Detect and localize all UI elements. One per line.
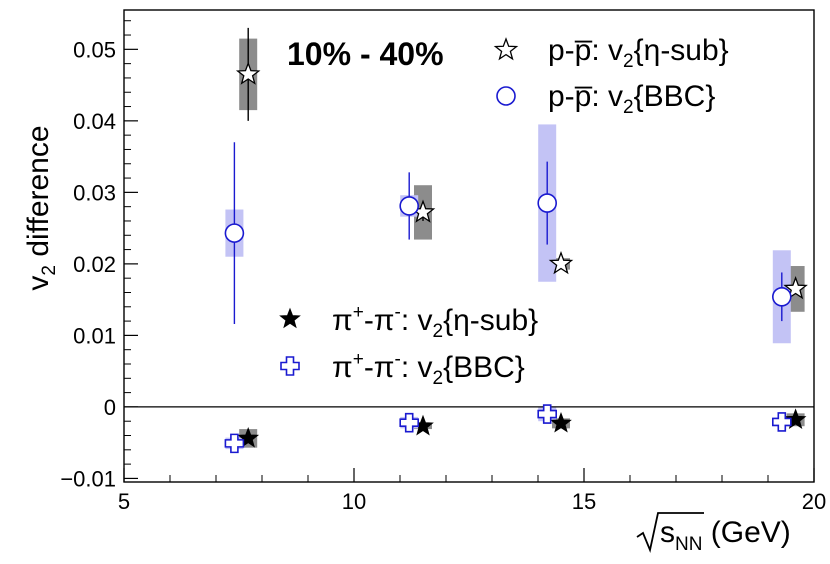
legend-label-sup: -	[395, 302, 401, 323]
legend-marker-open-star	[493, 37, 519, 61]
x-axis-title-sqrt-sign	[636, 512, 704, 554]
centrality-annotation: 10% - 40%	[287, 36, 444, 72]
data-markers	[224, 61, 808, 454]
y-tick-label: 0.02	[73, 252, 116, 277]
open-star-marker	[783, 276, 808, 300]
open-cross-marker	[280, 356, 300, 376]
x-tick-label: 20	[802, 489, 826, 514]
y-tick-label: 0	[104, 395, 116, 420]
y-axis-title-main: v	[22, 276, 55, 291]
legend-label-tail: {η-sub}	[634, 34, 729, 67]
open-cross-marker	[771, 412, 792, 432]
filled-star-marker	[550, 411, 572, 433]
x-axis-title-var: s	[660, 516, 675, 549]
open-cross-marker	[399, 412, 420, 433]
legend-label-sup: -	[395, 349, 401, 370]
x-tick-label: 15	[572, 489, 596, 514]
legend-marker-open-circle	[496, 86, 516, 106]
open-star-marker	[235, 61, 261, 85]
legend-label-colon: : v	[401, 304, 433, 337]
legend-label-mid: -π	[364, 304, 395, 337]
systematic-boxes	[225, 38, 805, 450]
y-tick-label: 0.04	[73, 109, 116, 134]
y-axis-title-sub: 2	[39, 265, 60, 276]
legend-marker-filled-star	[279, 307, 301, 329]
legend-label-sub: 2	[623, 97, 634, 118]
x-tick-label: 10	[342, 489, 366, 514]
legend-label-pipi-bbc: π+-π-: v2{BBC}	[332, 349, 525, 389]
y-tick-label: 0.03	[73, 180, 116, 205]
y-tick-label: −0.01	[60, 466, 116, 491]
legend-label-sup: +	[353, 349, 364, 370]
filled-star-marker	[784, 408, 807, 430]
open-circle-marker	[771, 286, 792, 307]
y-tick-label: 0.05	[73, 37, 116, 62]
axis-ticks: 5 10 15 20 −0.01 0 0.01 0.02 0.03 0.04 0.05	[60, 20, 826, 514]
legend-label-colon: : v	[401, 351, 433, 384]
legend: p-p̅: v2{η-sub} p-p̅: v2{BBC} π+-π-: v2{…	[279, 34, 729, 389]
x-axis-title: sNN (GeV)	[660, 516, 791, 555]
legend-label-main: π	[332, 351, 353, 384]
legend-label-tail: {BBC}	[443, 351, 525, 384]
open-circle-marker	[224, 223, 245, 243]
legend-label-pp-etasub: p-p̅: v2{η-sub}	[548, 34, 729, 72]
filled-star-marker	[237, 426, 260, 448]
legend-label-sub: 2	[433, 368, 444, 389]
legend-label-tail: {BBC}	[634, 80, 716, 113]
x-axis-title-unit: (GeV)	[702, 516, 790, 549]
open-cross-marker	[537, 404, 558, 424]
legend-label-main: π	[332, 304, 353, 337]
legend-label-main: p-p̅: v	[548, 80, 623, 113]
open-star-marker	[493, 37, 519, 61]
y-axis-title: v2 difference	[22, 125, 60, 290]
legend-label-pipi-etasub: π+-π-: v2{η-sub}	[332, 302, 538, 342]
open-circle-marker	[399, 196, 420, 216]
x-axis-title-sub: NN	[675, 534, 702, 555]
legend-label-tail: {η-sub}	[443, 304, 538, 337]
open-circle-marker	[496, 86, 516, 106]
legend-label-mid: -π	[364, 351, 395, 384]
legend-label-main: p-p̅: v	[548, 34, 623, 67]
y-tick-label: 0.01	[73, 323, 116, 348]
legend-label-sub: 2	[433, 321, 444, 342]
legend-marker-open-cross	[280, 356, 300, 376]
plot-frame	[123, 9, 815, 483]
open-star-marker	[548, 251, 574, 275]
x-tick-label: 5	[118, 489, 130, 514]
open-cross-marker	[224, 433, 245, 454]
legend-label-sup: +	[353, 302, 364, 323]
y-axis-title-rest: difference	[22, 125, 55, 265]
legend-label-sub: 2	[623, 51, 634, 72]
open-circle-marker	[537, 193, 558, 213]
filled-star-marker	[279, 307, 301, 329]
legend-label-pp-bbc: p-p̅: v2{BBC}	[548, 80, 715, 118]
